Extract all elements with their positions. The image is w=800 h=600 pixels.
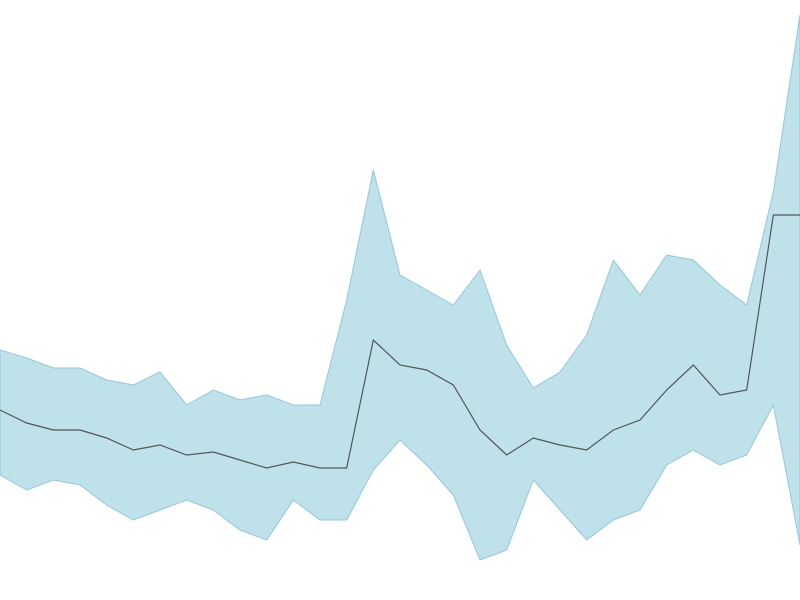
confidence-band: [0, 15, 800, 560]
chart-svg: [0, 0, 800, 600]
timeseries-chart: [0, 0, 800, 600]
